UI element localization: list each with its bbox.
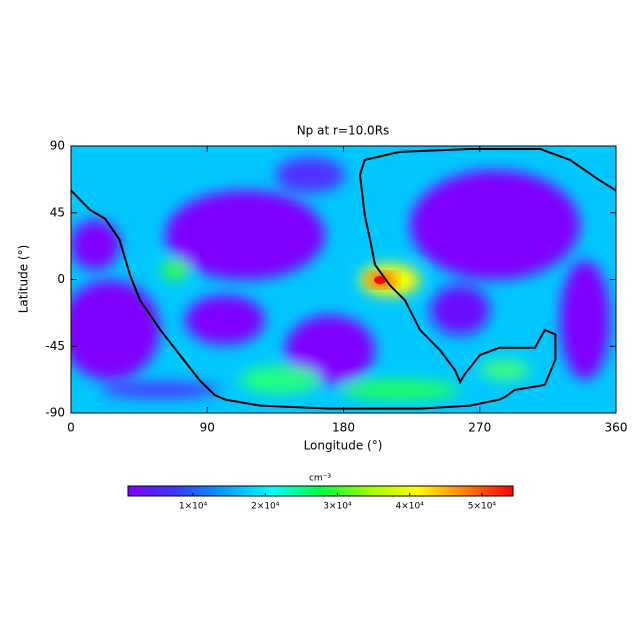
chart-title: Np at r=10.0Rs	[297, 124, 390, 138]
colorbar-tick-label: 2×10⁴	[251, 502, 280, 512]
y-tick-label: 90	[50, 139, 65, 153]
colorbar-tick-label: 1×10⁴	[179, 502, 208, 512]
x-tick-label: 0	[67, 421, 75, 435]
colorbar-tick-label: 5×10⁴	[468, 502, 497, 512]
y-tick-label: 45	[50, 205, 65, 219]
x-tick-label: 270	[468, 421, 491, 435]
y-tick-label: 0	[57, 272, 65, 286]
neutral-line	[71, 148, 616, 410]
x-tick-label: 90	[200, 421, 215, 435]
colorbar-label: cm⁻³	[309, 474, 331, 484]
x-axis-label: Longitude (°)	[304, 439, 383, 453]
y-tick-label: -90	[45, 406, 65, 420]
colorbar-tick-label: 3×10⁴	[323, 502, 352, 512]
heatmap-field	[71, 146, 616, 413]
x-tick-label: 180	[332, 421, 355, 435]
y-axis-label: Latitude (°)	[17, 245, 31, 314]
y-tick-label: -45	[45, 339, 65, 353]
x-tick-label: 360	[605, 421, 628, 435]
colorbar	[127, 485, 514, 497]
colorbar-tick-label: 4×10⁴	[396, 502, 425, 512]
